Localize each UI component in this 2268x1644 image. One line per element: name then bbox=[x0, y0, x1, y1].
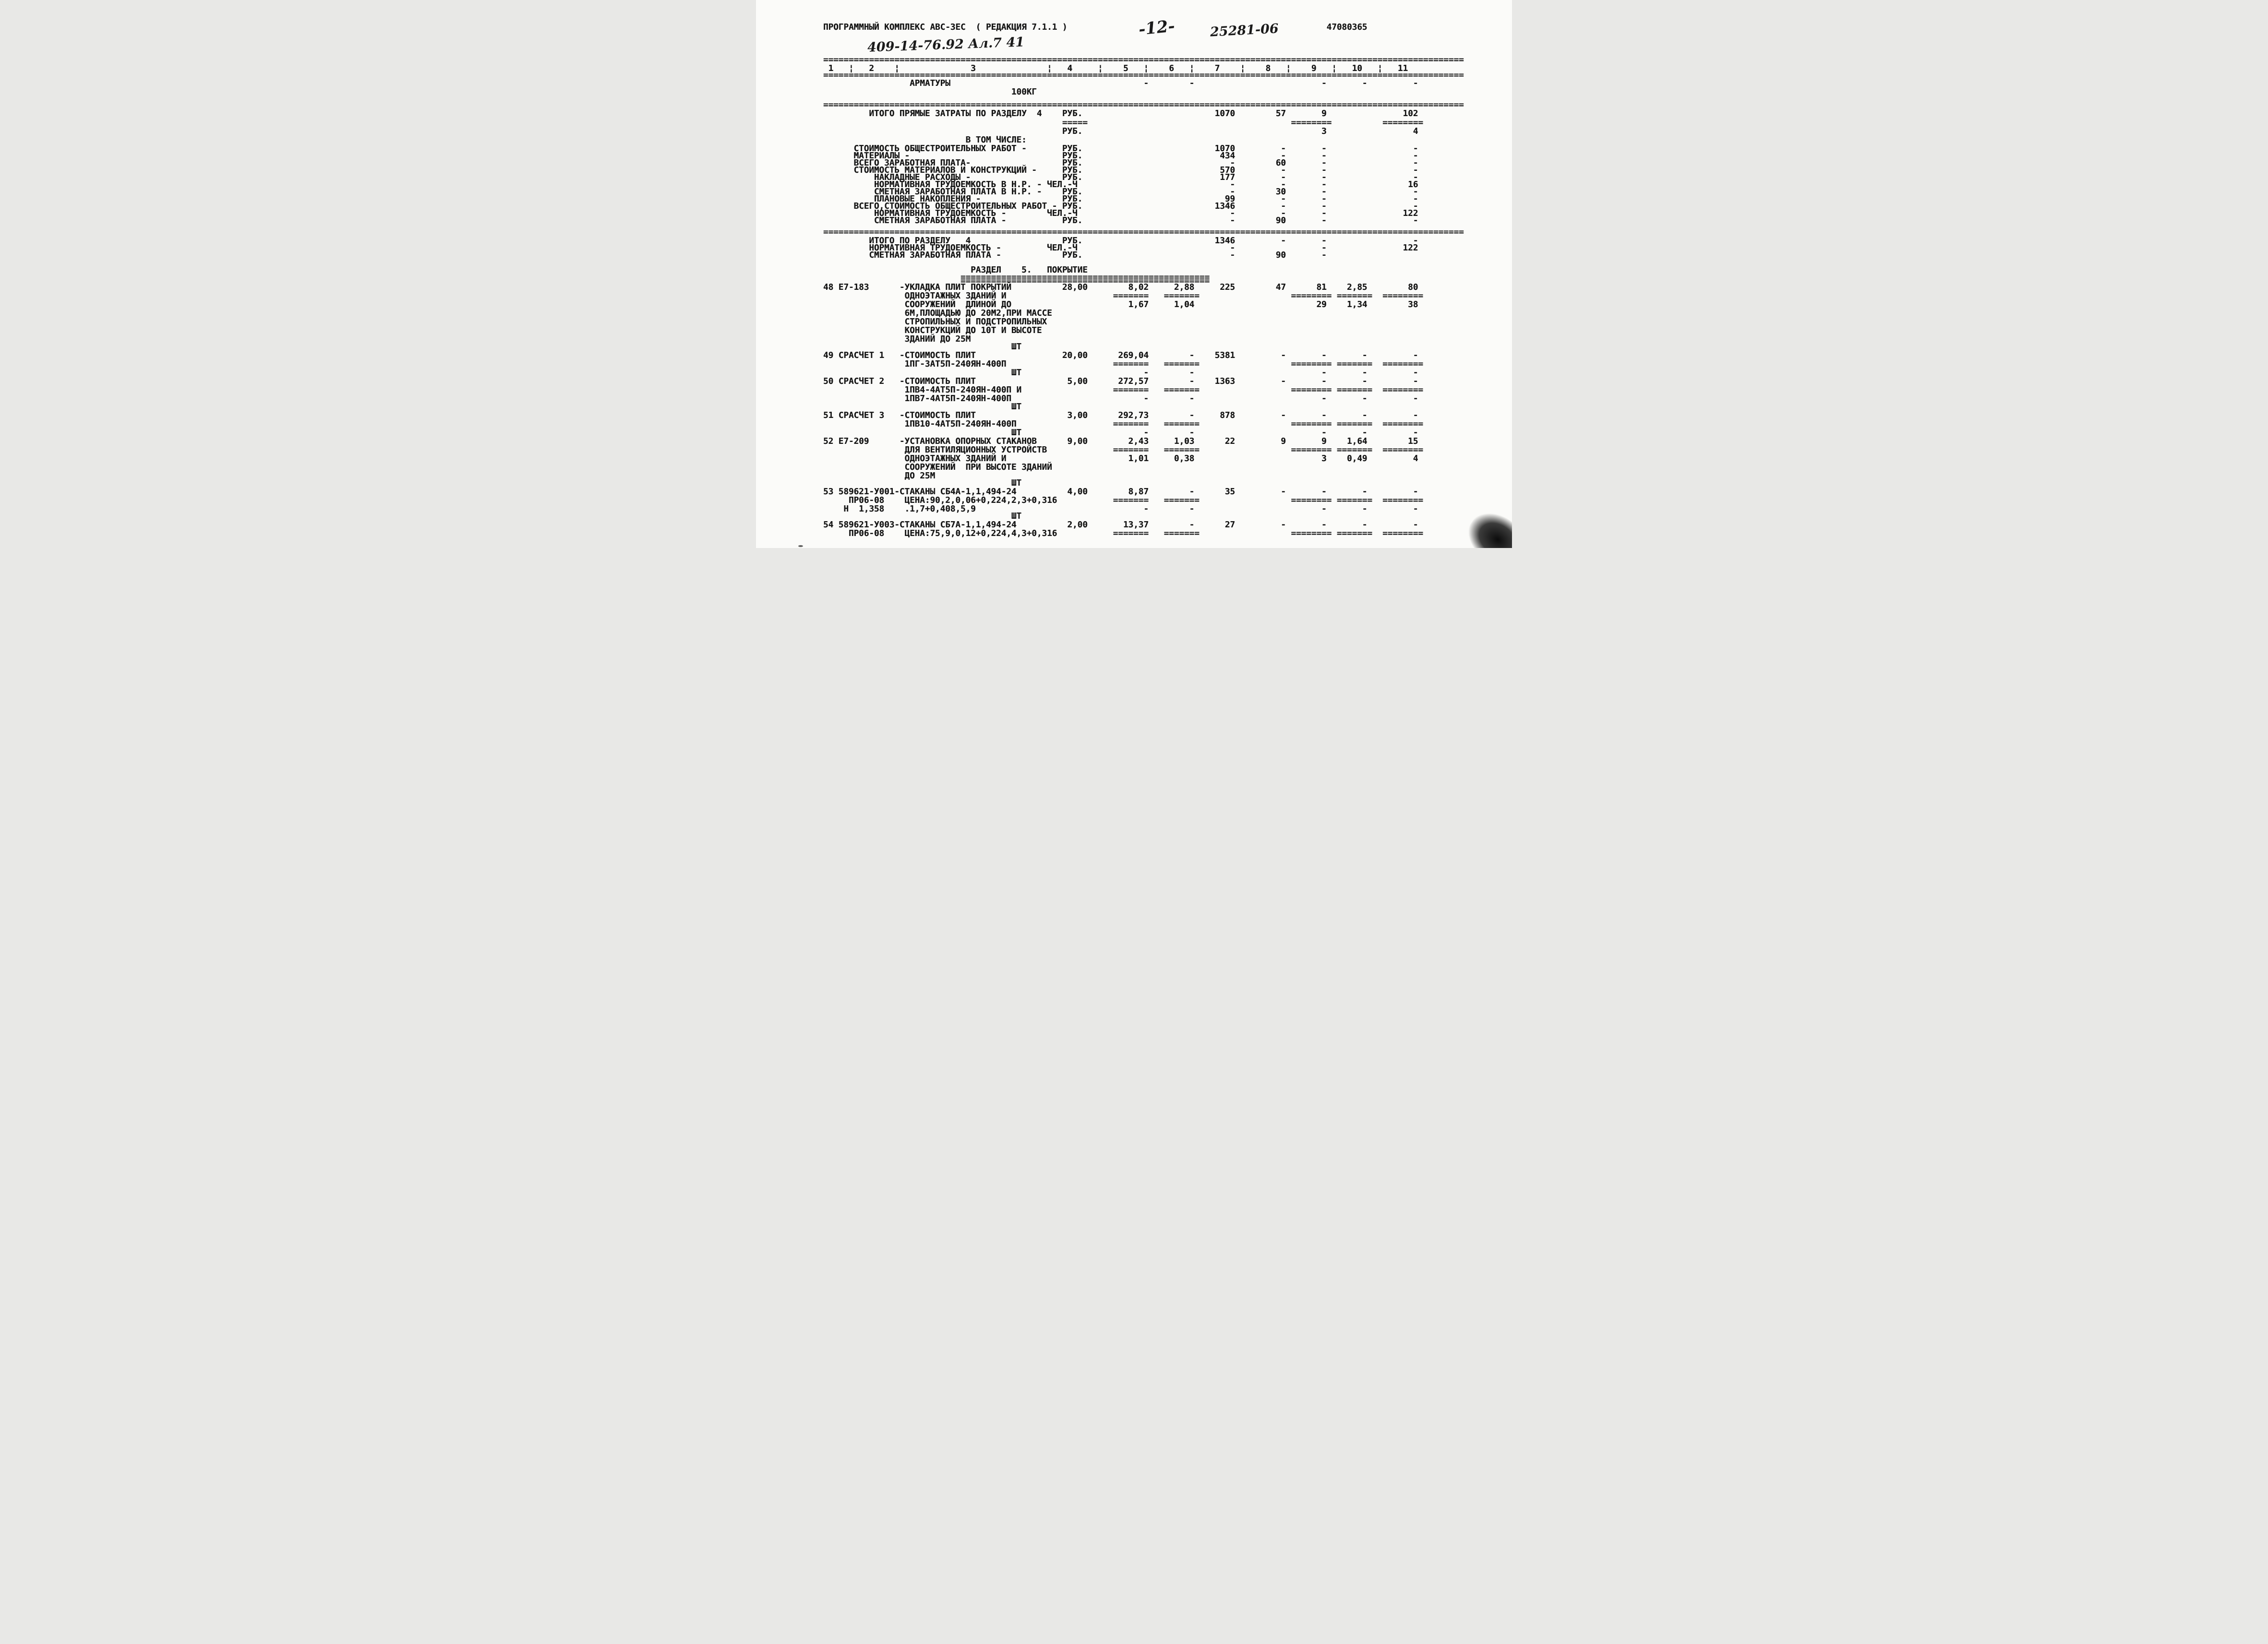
item-52-unit: ШТ bbox=[823, 478, 1022, 488]
totals-rub-second: РУБ. 3 4 bbox=[823, 127, 1418, 136]
typed-header: ПРОГРАММНЫЙ КОМПЛЕКС АВС-3ЕС ( РЕДАКЦИЯ … bbox=[823, 23, 1368, 32]
item-52-line-5: ДО 25М bbox=[823, 471, 936, 481]
item-48-unit: ШТ bbox=[823, 342, 1022, 352]
planned-savings: ПЛАНОВЫЕ НАКОПЛЕНИЯ - РУБ. 99 - - - bbox=[823, 194, 1418, 204]
item-48-line-1: 48 Е7-183 -УКЛАДКА ПЛИТ ПОКРЫТИЙ 28,00 8… bbox=[823, 283, 1418, 292]
item-48-line-2: ОДНОЭТАЖНЫХ ЗДАНИЙ И ======= ======= ===… bbox=[823, 291, 1423, 301]
printout-page: ПРОГРАММНЫЙ КОМПЛЕКС АВС-3ЕС ( РЕДАКЦИЯ … bbox=[756, 0, 1512, 548]
item-53-unit: ШТ bbox=[823, 512, 1022, 521]
item-53-line-2: ПР06-08 ЦЕНА:90,2,0,06+0,224,2,3+0,316 =… bbox=[823, 496, 1423, 505]
in-that-number-heading: В ТОМ ЧИСЛЕ: bbox=[823, 135, 1027, 145]
cost-construction-works: СТОИМОСТЬ ОБЩЕСТРОИТЕЛЬНЫХ РАБОТ - РУБ. … bbox=[823, 144, 1418, 154]
section5-heading: РАЗДЕЛ 5. ПОКРЫТИЕ bbox=[823, 265, 1088, 275]
item-50-line-2: 1ПВ4-4АТ5П-240ЯН-400П И ======= ======= … bbox=[823, 385, 1423, 395]
totals-direct-costs: ИТОГО ПРЯМЫЕ ЗАТРАТЫ ПО РАЗДЕЛУ 4 РУБ. 1… bbox=[823, 109, 1418, 119]
section4-normative-labor: НОРМАТИВНАЯ ТРУДОЕМКОСТЬ - ЧЕЛ.-Ч - - 12… bbox=[823, 243, 1418, 253]
item-48-line-5: СТРОПИЛЬНЫХ И ПОДСТРОПИЛЬНЫХ bbox=[823, 317, 1047, 327]
column-ruler: 1 ¦ 2 ¦ 3 ¦ 4 ¦ 5 ¦ 6 ¦ 7 ¦ 8 ¦ 9 ¦ 10 ¦… bbox=[823, 64, 1408, 73]
section-rule-1: ========================================… bbox=[823, 100, 1464, 110]
section4-estimate-wages: СМЕТНАЯ ЗАРАБОТНАЯ ПЛАТА - РУБ. - 90 - bbox=[823, 250, 1327, 260]
item-52-line-3: ОДНОЭТАЖНЫХ ЗДАНИЙ И 1,01 0,38 3 0,49 4 bbox=[823, 454, 1418, 464]
overhead-costs: НАКЛАДНЫЕ РАСХОДЫ - РУБ. 177 - - - bbox=[823, 173, 1418, 182]
item-54-line-1: 54 589621-У003-СТАКАНЫ СБ7А-1,1,494-24 2… bbox=[823, 520, 1418, 530]
scan-artifact-corner bbox=[1459, 503, 1512, 548]
materials: МАТЕРИАЛЫ - РУБ. 434 - - - bbox=[823, 151, 1418, 161]
item-52-line-4: СООРУЖЕНИЙ ПРИ ВЫСОТЕ ЗДАНИЙ bbox=[823, 463, 1052, 472]
item-48-line-4: 6М,ПЛОЩАДЬЮ ДО 20М2,ПРИ МАССЕ bbox=[823, 309, 1052, 318]
item-49-line-1: 49 СРАСЧЕТ 1 -СТОИМОСТЬ ПЛИТ 20,00 269,0… bbox=[823, 351, 1418, 360]
section5-rule-b: ========================================… bbox=[823, 276, 1210, 286]
item-50-line-3: 1ПВ7-4АТ5П-240ЯН-400П - - - - - bbox=[823, 394, 1418, 404]
section4-total: ИТОГО ПО РАЗДЕЛУ 4 РУБ. 1346 - - - bbox=[823, 236, 1418, 246]
section-rule-2: ========================================… bbox=[823, 227, 1464, 237]
scan-artifact-speck bbox=[798, 545, 803, 547]
ruler-top-rule: ========================================… bbox=[823, 55, 1464, 65]
total-cost-construction-works: ВСЕГО,СТОИМОСТЬ ОБЩЕСТРОИТЕЛЬНЫХ РАБОТ -… bbox=[823, 202, 1418, 211]
item-48-line-7: ЗДАНИЙ ДО 25М bbox=[823, 334, 971, 344]
item-53-line-1: 53 589621-У001-СТАКАНЫ СБ4А-1,1,494-24 4… bbox=[823, 487, 1418, 497]
item-48-line-3: СООРУЖЕНИЙ ДЛИНОЙ ДО 1,67 1,04 29 1,34 3… bbox=[823, 300, 1418, 310]
ruler-bottom-rule: ========================================… bbox=[823, 71, 1464, 80]
armatura-unit: 100КГ bbox=[823, 87, 1037, 97]
item-48-line-6: КОНСТРУКЦИЙ ДО 10Т И ВЫСОТЕ bbox=[823, 326, 1042, 335]
item-49-unit: ШТ - - - - - bbox=[823, 368, 1418, 378]
cost-materials-constructions: СТОИМОСТЬ МАТЕРИАЛОВ И КОНСТРУКЦИЙ - РУБ… bbox=[823, 166, 1418, 175]
totals-underline: ===== ======== ======== bbox=[823, 118, 1423, 128]
handwritten-estimate-ref: 409-14-76.92 Ал.7 41 bbox=[867, 35, 1025, 55]
handwritten-doc-number: 25281-06 bbox=[1210, 21, 1279, 40]
normative-labor-in-nr: НОРМАТИВНАЯ ТРУДОЕМКОСТЬ В Н.Р. - ЧЕЛ.-Ч… bbox=[823, 180, 1418, 190]
item-51-line-1: 51 СРАСЧЕТ 3 -СТОИМОСТЬ ПЛИТ 3,00 292,73… bbox=[823, 411, 1418, 420]
item-50-unit: ШТ bbox=[823, 402, 1022, 412]
handwritten-page-number: -12- bbox=[1138, 16, 1176, 39]
item-51-unit: ШТ - - - - - bbox=[823, 428, 1418, 438]
estimate-wages: СМЕТНАЯ ЗАРАБОТНАЯ ПЛАТА - РУБ. - 90 - - bbox=[823, 216, 1418, 226]
estimate-wages-in-nr: СМЕТНАЯ ЗАРАБОТНАЯ ПЛАТА В Н.Р. - РУБ. -… bbox=[823, 187, 1418, 197]
item-52-line-2: ДЛЯ ВЕНТИЛЯЦИОННЫХ УСТРОЙСТВ ======= ===… bbox=[823, 445, 1423, 455]
item-52-line-1: 52 Е7-209 -УСТАНОВКА ОПОРНЫХ СТАКАНОВ 9,… bbox=[823, 437, 1418, 446]
item-53-line-3: Н 1,358 .1,7+0,408,5,9 - - - - - bbox=[823, 504, 1418, 514]
section5-rule-a: ========================================… bbox=[823, 273, 1210, 282]
item-54-line-2: ПР06-08 ЦЕНА:75,9,0,12+0,224,4,3+0,316 =… bbox=[823, 529, 1423, 538]
armatura-row: АРМАТУРЫ - - - - - bbox=[823, 79, 1418, 88]
item-49-line-2: 1ПГ-3АТ5П-240ЯН-400П ======= ======= ===… bbox=[823, 359, 1423, 369]
normative-labor: НОРМАТИВНАЯ ТРУДОЕМКОСТЬ - ЧЕЛ.-Ч - - - … bbox=[823, 209, 1418, 218]
total-wages: ВСЕГО ЗАРАБОТНАЯ ПЛАТА- РУБ. - 60 - - bbox=[823, 158, 1418, 168]
item-51-line-2: 1ПВ10-4АТ5П-240ЯН-400П ======= ======= =… bbox=[823, 419, 1423, 429]
item-50-line-1: 50 СРАСЧЕТ 2 -СТОИМОСТЬ ПЛИТ 5,00 272,57… bbox=[823, 377, 1418, 386]
